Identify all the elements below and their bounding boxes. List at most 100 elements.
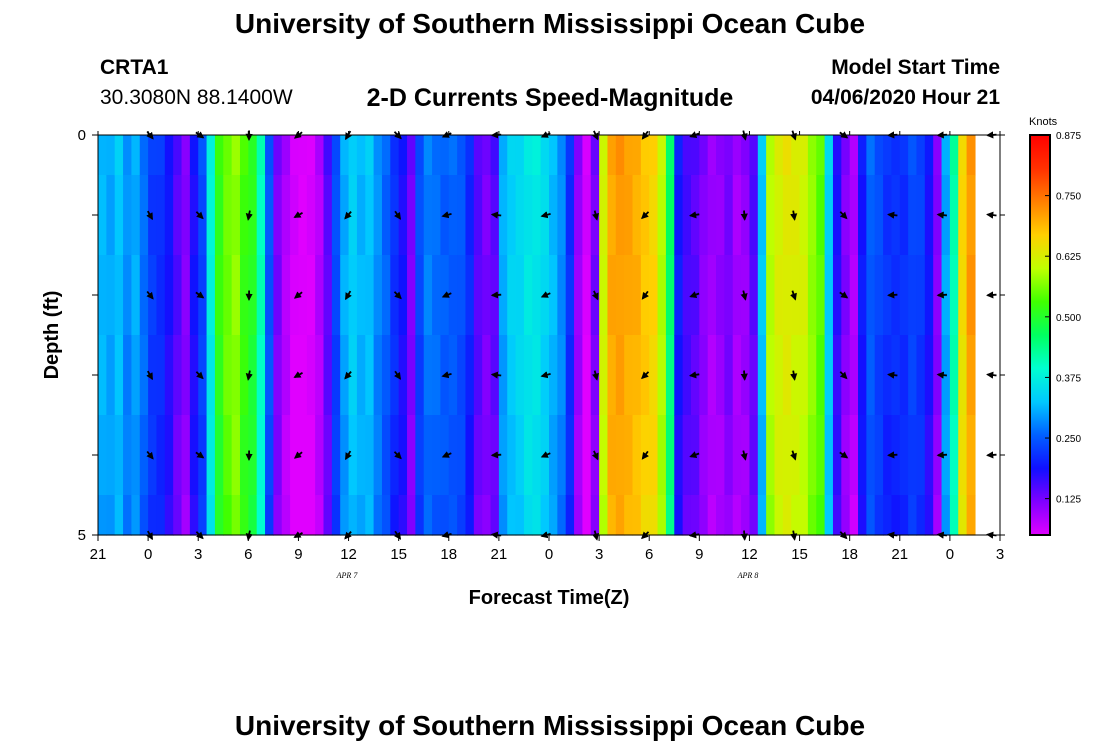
- heatmap-cell: [298, 135, 308, 176]
- heatmap-cell: [549, 415, 558, 496]
- heatmap-cell: [482, 335, 492, 416]
- heatmap-cell: [281, 495, 291, 536]
- heatmap-cell: [891, 495, 901, 536]
- current-vector-arrow: [591, 450, 599, 461]
- heatmap-cell: [273, 175, 283, 256]
- current-vector-arrow: [986, 371, 997, 379]
- heatmap-cell: [615, 175, 625, 256]
- heatmap-cell: [966, 415, 976, 496]
- heatmap-cell: [448, 495, 458, 536]
- heatmap-cell: [356, 255, 366, 336]
- heatmap-cell: [189, 175, 199, 256]
- heatmap-cell: [741, 335, 751, 416]
- current-vector-arrow: [641, 290, 649, 300]
- heatmap-cell: [523, 495, 533, 536]
- heatmap-cell: [858, 335, 867, 416]
- heatmap-cell: [273, 495, 283, 536]
- heatmap-cell: [281, 255, 291, 336]
- heatmap-cell: [766, 495, 776, 536]
- heatmap-cell: [565, 175, 575, 256]
- heatmap-cell: [774, 495, 784, 536]
- heatmap-cell: [565, 255, 575, 336]
- heatmap-cell: [398, 495, 408, 536]
- heatmap-cell: [365, 415, 375, 496]
- heatmap-cell: [214, 175, 224, 256]
- current-vector-arrow: [146, 450, 154, 460]
- current-vector-arrow: [887, 211, 898, 219]
- heatmap-cell: [849, 495, 859, 536]
- heatmap-cell: [624, 495, 634, 536]
- current-vector-arrow: [887, 291, 898, 299]
- heatmap-cell: [131, 255, 141, 336]
- heatmap-cell: [331, 255, 341, 336]
- x-tick-label: 0: [946, 546, 954, 563]
- heatmap-cell: [156, 175, 166, 256]
- heatmap-cell: [674, 175, 684, 256]
- heatmap-cell: [607, 175, 617, 256]
- x-tick-label: 0: [545, 546, 553, 563]
- current-vector-arrow: [393, 210, 402, 220]
- current-vector-arrow: [740, 210, 748, 221]
- current-vector-arrow: [195, 371, 204, 380]
- heatmap-cell: [507, 335, 517, 416]
- heatmap-cell: [256, 175, 266, 256]
- heatmap-cell: [265, 175, 274, 256]
- current-vector-arrow: [986, 451, 997, 459]
- heatmap-cell: [582, 415, 592, 496]
- heatmap-cell: [615, 495, 625, 536]
- heatmap-cell: [665, 255, 675, 336]
- heatmap-cell: [874, 175, 884, 256]
- heatmap-cell: [340, 415, 350, 496]
- heatmap-cell: [164, 495, 174, 536]
- heatmap-cell: [206, 415, 216, 496]
- heatmap-cell: [473, 335, 483, 416]
- heatmap-cell: [231, 175, 241, 256]
- heatmap-cell: [457, 255, 467, 336]
- heatmap-cell: [966, 495, 976, 536]
- heatmap-cell: [849, 255, 859, 336]
- heatmap-cell: [265, 415, 274, 496]
- chart-title: University of Southern Mississippi Ocean…: [234, 8, 866, 39]
- heatmap-cell: [799, 175, 809, 256]
- heatmap-cell: [657, 175, 667, 256]
- heatmap-cell: [649, 415, 659, 496]
- heatmap-cell: [649, 335, 659, 416]
- heatmap-cell: [348, 495, 358, 536]
- heatmap-cell: [98, 415, 107, 496]
- heatmap-cell: [123, 415, 133, 496]
- heatmap-cell: [757, 135, 767, 176]
- heatmap-cell: [657, 335, 667, 416]
- heatmap-cell: [173, 335, 183, 416]
- heatmap-cell: [98, 255, 107, 336]
- heatmap-cell: [273, 255, 283, 336]
- x-tick-label: 18: [841, 546, 858, 563]
- heatmap-cell: [799, 255, 809, 336]
- heatmap-cell: [298, 255, 308, 336]
- current-vector-arrow: [839, 451, 849, 459]
- current-vector-arrow: [293, 291, 303, 299]
- current-vector-arrow: [345, 450, 352, 461]
- heatmap-cell: [523, 135, 533, 176]
- heatmap-cell: [782, 255, 792, 336]
- heatmap-cell: [198, 495, 208, 536]
- heatmap-cell: [549, 335, 558, 416]
- heatmap-cell: [832, 495, 842, 536]
- heatmap-cell: [858, 495, 867, 536]
- heatmap-cell: [707, 255, 717, 336]
- heatmap-cell: [515, 175, 525, 256]
- heatmap-cell: [574, 255, 584, 336]
- heatmap-cell: [716, 175, 725, 256]
- heatmap-cell: [649, 135, 659, 176]
- heatmap-cell: [824, 415, 834, 496]
- heatmap-cell: [958, 415, 968, 496]
- heatmap-cell: [315, 495, 325, 536]
- heatmap-cell: [766, 175, 776, 256]
- heatmap-cell: [156, 495, 166, 536]
- heatmap-cell: [123, 175, 133, 256]
- heatmap-cell: [348, 135, 358, 176]
- heatmap-cell: [757, 495, 767, 536]
- heatmap-cell: [139, 495, 149, 536]
- heatmap-cell: [699, 255, 709, 336]
- heatmap-cell: [181, 415, 191, 496]
